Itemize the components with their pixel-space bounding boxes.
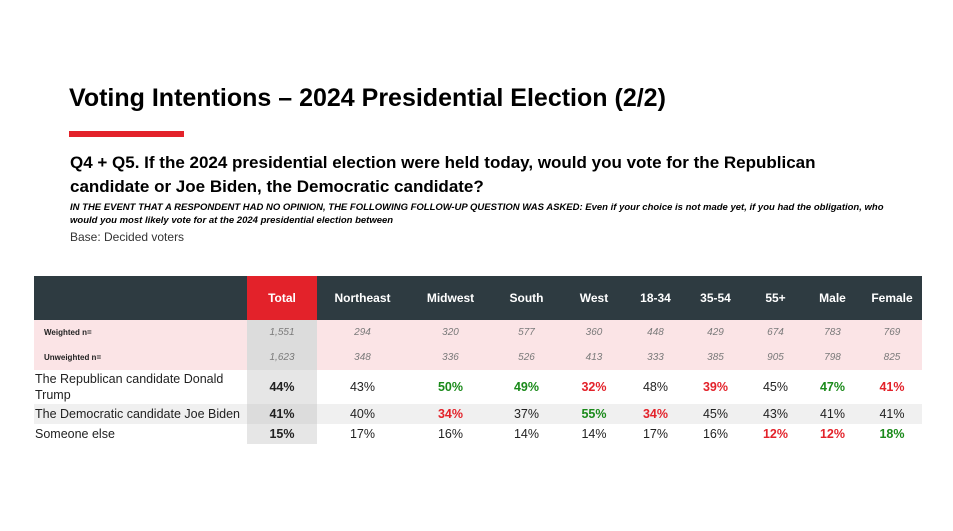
table-cell: 1,551 — [247, 320, 317, 345]
header-18-34: 18-34 — [628, 276, 683, 320]
table-cell: 43% — [748, 404, 803, 424]
table-cell: 39% — [702, 380, 729, 394]
table-cell: 15% — [247, 424, 317, 444]
followup-text: IN THE EVENT THAT A RESPONDENT HAD NO OP… — [70, 202, 884, 226]
header-male: Male — [803, 276, 862, 320]
weighted-row: Weighted n= 1,551 294 320 577 360 448 42… — [34, 320, 922, 345]
table-cell: 34% — [408, 404, 493, 424]
table-cell: 47% — [819, 380, 846, 394]
table-cell: 17% — [642, 427, 669, 441]
unweighted-row: Unweighted n= 1,623 348 336 526 413 333 … — [34, 345, 922, 370]
table-cell: 783 — [803, 320, 862, 345]
header-northeast: Northeast — [317, 276, 408, 320]
base-text: Base: Decided voters — [70, 230, 185, 244]
table-cell: 577 — [493, 320, 560, 345]
table-cell: 348 — [317, 345, 408, 370]
weighted-label: Weighted n= — [34, 320, 247, 345]
header-west: West — [560, 276, 628, 320]
table-cell: 413 — [560, 345, 628, 370]
table-cell: 333 — [628, 345, 683, 370]
table-cell: 41% — [247, 404, 317, 424]
table-cell: 44% — [247, 370, 317, 404]
row-label: Someone else — [35, 427, 115, 441]
table-cell: 49% — [513, 380, 540, 394]
table-cell: 18% — [879, 427, 905, 441]
table-cell: 40% — [317, 404, 408, 424]
table-cell: 448 — [628, 320, 683, 345]
table-cell: 12% — [762, 427, 789, 441]
table-cell: 55% — [560, 404, 628, 424]
table-cell: 45% — [762, 380, 789, 394]
table-row-biden: The Democratic candidate Joe Biden 41% 4… — [34, 404, 922, 424]
table-cell: 34% — [628, 404, 683, 424]
header-total: Total — [247, 276, 317, 320]
table-row-someone-else: Someone else 15% 17% 16% 14% 14% 17% 16%… — [34, 424, 922, 444]
table-cell: 526 — [493, 345, 560, 370]
table-cell: 32% — [581, 380, 607, 394]
table-cell: 360 — [560, 320, 628, 345]
header-blank — [34, 276, 247, 320]
header-35-54: 35-54 — [683, 276, 748, 320]
table-cell: 16% — [437, 427, 464, 441]
table-cell: 41% — [862, 404, 922, 424]
table-cell: 429 — [683, 320, 748, 345]
table-cell: 37% — [493, 404, 560, 424]
table-cell: 45% — [683, 404, 748, 424]
table-cell: 41% — [803, 404, 862, 424]
row-label: The Republican candidate Donald Trump — [35, 372, 224, 402]
table-cell: 12% — [819, 427, 846, 441]
table-cell: 385 — [683, 345, 748, 370]
table-cell: 43% — [349, 380, 376, 394]
table-cell: 14% — [581, 427, 607, 441]
table-cell: 769 — [862, 320, 922, 345]
table-cell: 294 — [317, 320, 408, 345]
table-cell: 17% — [349, 427, 376, 441]
header-55-plus: 55+ — [748, 276, 803, 320]
table-cell: 674 — [748, 320, 803, 345]
header-row: Total Northeast Midwest South West 18-34… — [34, 276, 922, 320]
header-south: South — [493, 276, 560, 320]
row-label: The Democratic candidate Joe Biden — [34, 404, 247, 424]
header-female: Female — [862, 276, 922, 320]
table-cell: 1,623 — [247, 345, 317, 370]
page-title: Voting Intentions – 2024 Presidential El… — [69, 84, 666, 112]
table-cell: 14% — [513, 427, 540, 441]
header-midwest: Midwest — [408, 276, 493, 320]
table-cell: 825 — [862, 345, 922, 370]
results-table: Total Northeast Midwest South West 18-34… — [34, 276, 922, 444]
table-cell: 41% — [879, 380, 905, 394]
table-cell: 905 — [748, 345, 803, 370]
table-cell: 50% — [437, 380, 464, 394]
unweighted-label: Unweighted n= — [34, 345, 247, 370]
title-underline — [69, 131, 184, 137]
table-row-trump: The Republican candidate Donald Trump 44… — [34, 370, 922, 404]
table-cell: 48% — [642, 380, 669, 394]
table-cell: 320 — [408, 320, 493, 345]
table-cell: 336 — [408, 345, 493, 370]
table-cell: 798 — [803, 345, 862, 370]
question-text: Q4 + Q5. If the 2024 presidential electi… — [70, 153, 816, 196]
table-cell: 16% — [702, 427, 729, 441]
